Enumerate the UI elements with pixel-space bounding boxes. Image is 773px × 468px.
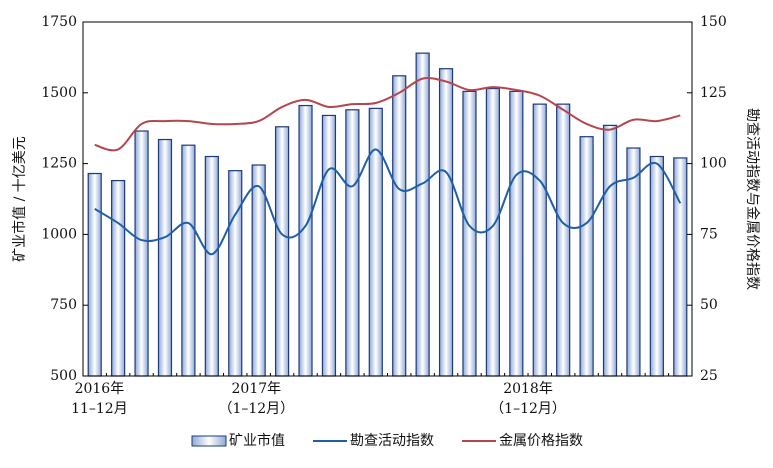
bar <box>602 124 618 377</box>
y-tick-label: 750 <box>50 297 77 313</box>
y2-tick-label: 100 <box>700 156 727 172</box>
bar <box>509 90 524 377</box>
bar <box>485 87 501 377</box>
y2-tick-label: 125 <box>700 85 727 101</box>
x-group-range: 11–12月 <box>71 401 128 417</box>
bar <box>462 90 477 377</box>
x-group-year: 2018年 <box>503 381 553 397</box>
legend-label: 勘查活动指数 <box>350 433 434 449</box>
bar <box>579 136 594 377</box>
y-tick-label: 1250 <box>41 156 77 172</box>
bar <box>157 138 173 377</box>
y-tick-label: 1750 <box>41 14 77 30</box>
y-tick-label: 1000 <box>41 226 77 242</box>
bar <box>673 157 688 377</box>
bar <box>345 109 360 377</box>
bar <box>251 164 266 377</box>
line <box>94 77 681 152</box>
bar <box>415 52 430 377</box>
bar <box>134 130 149 377</box>
bar <box>274 126 290 377</box>
bar <box>321 114 337 377</box>
y2-axis-title: 勘查活动指数与金属价格指数 <box>744 108 760 290</box>
bar <box>392 75 407 377</box>
x-group-range: （1–12月） <box>490 401 566 417</box>
legend-label: 矿业市值 <box>229 432 285 449</box>
bar <box>556 103 571 377</box>
y-tick-label: 500 <box>50 368 77 384</box>
line <box>94 148 682 256</box>
legend-swatch <box>191 435 227 447</box>
x-group-range: （1–12月） <box>218 401 294 417</box>
bar <box>438 68 454 377</box>
x-group-year: 2016年 <box>75 381 125 397</box>
y2-tick-label: 150 <box>700 14 727 30</box>
y-axis-title: 矿业市值 / 十亿美元 <box>11 136 28 262</box>
bar <box>532 103 547 377</box>
bar <box>87 172 102 377</box>
legend-label: 金属价格指数 <box>499 433 583 449</box>
bar <box>111 179 126 377</box>
y2-tick-label: 75 <box>700 226 718 242</box>
bar <box>298 104 313 377</box>
x-group-year: 2017年 <box>232 381 282 397</box>
y2-tick-label: 25 <box>700 368 718 384</box>
bar <box>626 147 641 377</box>
bar <box>204 155 219 377</box>
bar <box>649 155 664 377</box>
bar <box>228 170 243 377</box>
y-tick-label: 1500 <box>41 85 77 101</box>
y2-tick-label: 50 <box>700 297 718 313</box>
bar <box>181 144 196 377</box>
